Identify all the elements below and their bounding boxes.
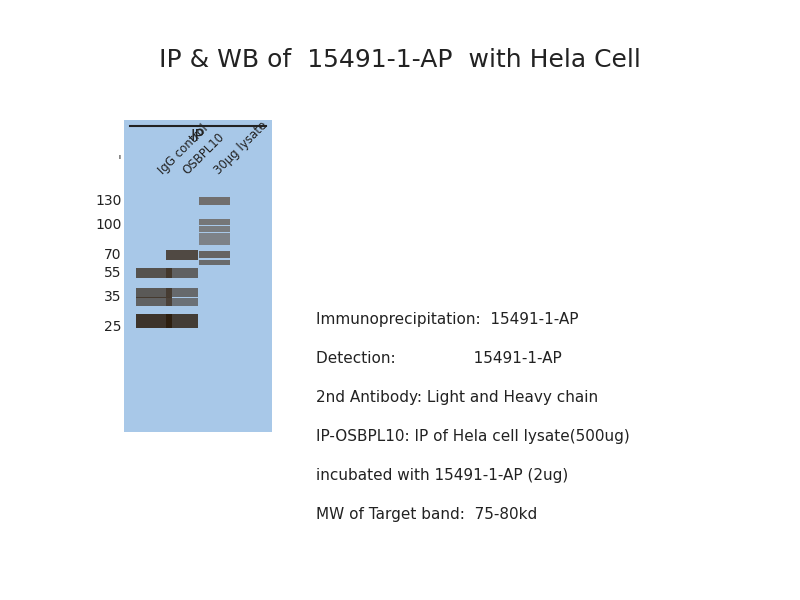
Bar (166, 288, 198, 297)
Text: 2nd Antibody: Light and Heavy chain: 2nd Antibody: Light and Heavy chain (316, 390, 598, 405)
Bar (136, 268, 173, 278)
Bar (199, 219, 230, 225)
Text: 55: 55 (104, 266, 122, 280)
Text: incubated with 15491-1-AP (2ug): incubated with 15491-1-AP (2ug) (316, 468, 568, 483)
Bar (199, 197, 230, 205)
Bar (199, 233, 230, 238)
Bar (166, 250, 198, 260)
Text: 30μg lysate: 30μg lysate (212, 119, 270, 177)
Text: MW of Target band:  75-80kd: MW of Target band: 75-80kd (316, 507, 538, 522)
Text: IP-OSBPL10: IP of Hela cell lysate(500ug): IP-OSBPL10: IP of Hela cell lysate(500ug… (316, 429, 630, 444)
Text: IP: IP (190, 129, 205, 144)
Text: 100: 100 (95, 218, 122, 232)
Bar (166, 298, 198, 306)
Text: 25: 25 (104, 320, 122, 334)
Text: 130: 130 (95, 194, 122, 208)
Bar (199, 226, 230, 232)
Text: Detection:                15491-1-AP: Detection: 15491-1-AP (316, 351, 562, 366)
Text: OSBPL10: OSBPL10 (180, 130, 226, 177)
Bar (166, 314, 198, 328)
Bar (124, 120, 272, 432)
Bar (166, 268, 198, 278)
Bar (136, 314, 173, 328)
Text: Immunoprecipitation:  15491-1-AP: Immunoprecipitation: 15491-1-AP (316, 312, 578, 327)
Bar (199, 239, 230, 245)
Bar (136, 288, 173, 298)
Bar (136, 297, 173, 306)
Text: IgG control: IgG control (156, 122, 211, 177)
Text: ': ' (118, 154, 122, 168)
Text: IP & WB of  15491-1-AP  with Hela Cell: IP & WB of 15491-1-AP with Hela Cell (159, 48, 641, 72)
Bar (199, 260, 230, 265)
Text: 70: 70 (104, 248, 122, 262)
Text: 35: 35 (104, 290, 122, 304)
Bar (199, 251, 230, 257)
